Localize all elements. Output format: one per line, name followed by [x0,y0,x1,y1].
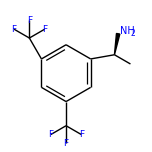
Text: F: F [27,16,32,25]
Text: F: F [12,25,17,34]
Text: F: F [48,130,53,139]
Text: F: F [42,25,47,34]
Text: NH: NH [120,26,135,36]
Polygon shape [114,33,120,55]
Text: F: F [64,139,69,148]
Text: 2: 2 [131,29,136,38]
Text: F: F [79,130,84,139]
